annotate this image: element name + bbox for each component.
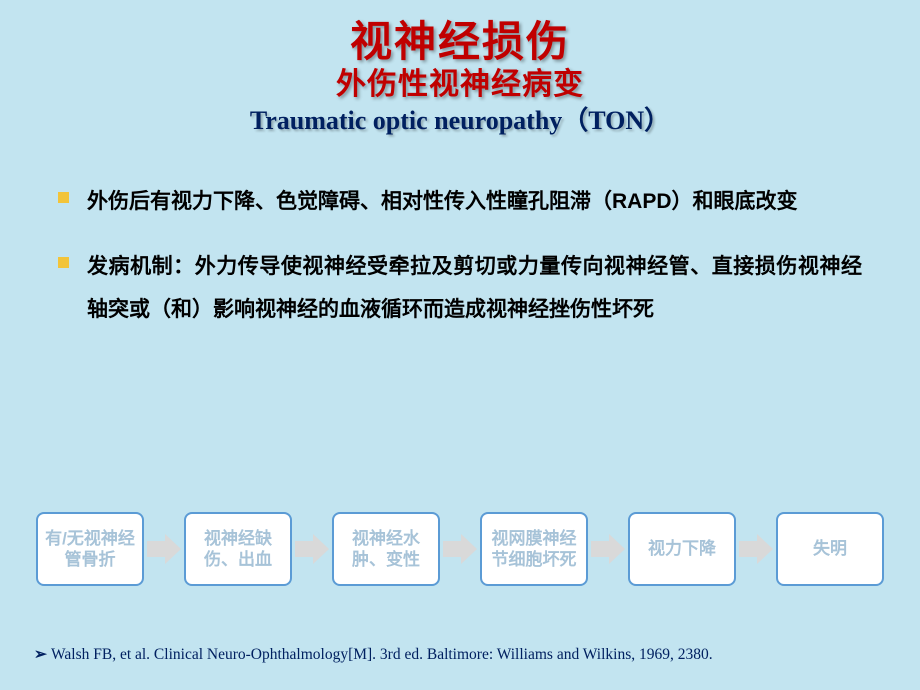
citation-text: Walsh FB, et al. Clinical Neuro-Ophthalm…: [51, 646, 713, 663]
bullet-text: 发病机制：外力传导使视神经受牵拉及剪切或力量传向视神经管、直接损伤视神经轴突或（…: [87, 245, 862, 331]
arrow-right-icon: [590, 531, 626, 567]
chevron-right-icon: ➢: [34, 646, 47, 663]
flow-node: 视神经缺伤、出血: [184, 512, 292, 586]
title-main: 视神经损伤: [0, 18, 920, 66]
flow-node: 视网膜神经节细胞坏死: [480, 512, 588, 586]
bullet-text: 外伤后有视力下降、色觉障碍、相对性传入性瞳孔阻滞（RAPD）和眼底改变: [87, 180, 798, 223]
bullet-marker-icon: [58, 257, 69, 268]
citation: ➢Walsh FB, et al. Clinical Neuro-Ophthal…: [34, 645, 900, 664]
flowchart: 有/无视神经管骨折 视神经缺伤、出血 视神经水肿、变性 视网膜神经节细胞坏死 视…: [0, 512, 920, 586]
bullet-marker-icon: [58, 192, 69, 203]
flow-node: 有/无视神经管骨折: [36, 512, 144, 586]
arrow-right-icon: [738, 531, 774, 567]
flow-node: 失明: [776, 512, 884, 586]
arrow-right-icon: [294, 531, 330, 567]
bullet-item: 外伤后有视力下降、色觉障碍、相对性传入性瞳孔阻滞（RAPD）和眼底改变: [58, 180, 862, 223]
arrow-right-icon: [442, 531, 478, 567]
arrow-right-icon: [146, 531, 182, 567]
title-english: Traumatic optic neuropathy（TON）: [0, 104, 920, 138]
bullet-item: 发病机制：外力传导使视神经受牵拉及剪切或力量传向视神经管、直接损伤视神经轴突或（…: [58, 245, 862, 331]
title-block: 视神经损伤 外伤性视神经病变 Traumatic optic neuropath…: [0, 0, 920, 138]
title-subtitle: 外伤性视神经病变: [0, 66, 920, 104]
flow-node: 视神经水肿、变性: [332, 512, 440, 586]
body-content: 外伤后有视力下降、色觉障碍、相对性传入性瞳孔阻滞（RAPD）和眼底改变 发病机制…: [0, 138, 920, 331]
flow-node: 视力下降: [628, 512, 736, 586]
